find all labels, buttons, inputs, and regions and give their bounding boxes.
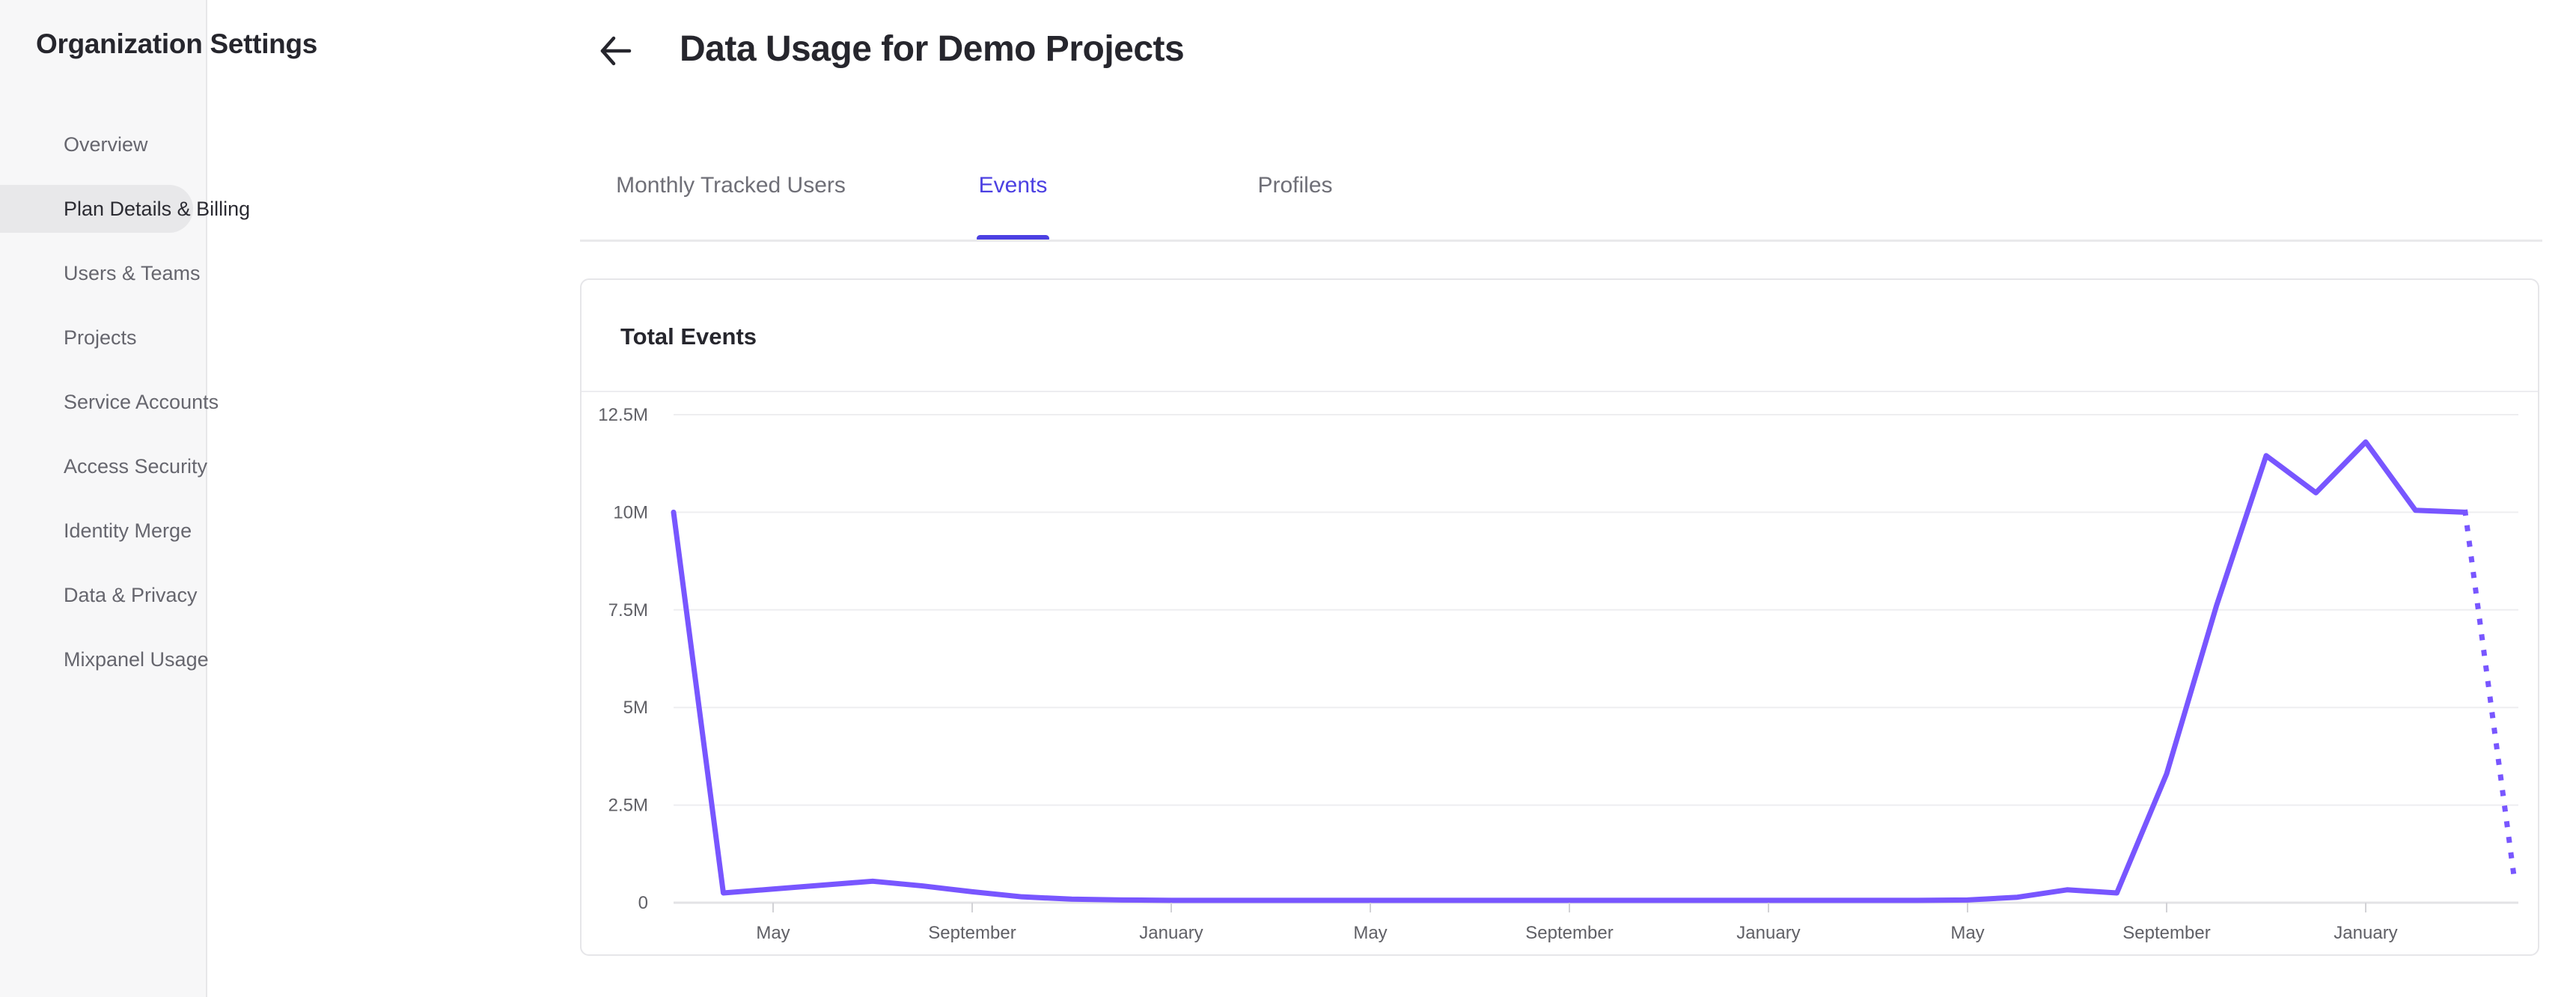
- x-axis-label: January: [2334, 923, 2397, 943]
- y-axis-label: 2.5M: [608, 796, 648, 816]
- total-events-card: Total Events 0 2.5M 5M 7.5M 10M 12.5M May Septe…: [580, 278, 2539, 956]
- sidebar-item-label: Access Security: [64, 454, 208, 478]
- x-axis-label: May: [756, 923, 790, 943]
- sidebar-item-label: Users & Teams: [64, 261, 201, 284]
- arrow-left-icon: [596, 36, 635, 73]
- sidebar-item-plan-details-billing[interactable]: Plan Details & Billing: [0, 185, 250, 233]
- sidebar-title: Organization Settings: [36, 28, 318, 59]
- y-axis-label: 0: [638, 893, 648, 913]
- sidebar-item-identity-merge[interactable]: Identity Merge: [0, 507, 193, 555]
- sidebar-item-label: Identity Merge: [64, 519, 192, 542]
- x-axis-label: September: [928, 923, 1016, 943]
- sidebar-item-service-accounts[interactable]: Service Accounts: [0, 378, 219, 426]
- sidebar-item-projects[interactable]: Projects: [0, 314, 193, 362]
- sidebar-item-data-privacy[interactable]: Data & Privacy: [0, 571, 198, 619]
- sidebar-item-overview[interactable]: Overview: [0, 121, 193, 168]
- tab-profiles[interactable]: Profiles: [1154, 173, 1436, 242]
- sidebar-item-label: Overview: [64, 132, 148, 156]
- y-axis-label: 5M: [623, 698, 648, 718]
- x-axis-label: September: [2122, 923, 2210, 943]
- x-axis-label: January: [1736, 923, 1800, 943]
- page-title: Data Usage for Demo Projects: [680, 29, 1185, 69]
- tab-label: Monthly Tracked Users: [616, 173, 846, 198]
- card-title: Total Events: [620, 323, 757, 350]
- sidebar-item-access-security[interactable]: Access Security: [0, 442, 207, 490]
- x-axis-label: May: [1353, 923, 1387, 943]
- x-axis-label: January: [1139, 923, 1203, 943]
- events-projected-line: [2462, 509, 2518, 887]
- tab-monthly-tracked-users[interactable]: Monthly Tracked Users: [590, 173, 872, 242]
- tabs-divider: [580, 240, 2542, 242]
- sidebar-item-mixpanel-usage[interactable]: Mixpanel Usage: [0, 635, 209, 683]
- sidebar-item-label: Service Accounts: [64, 390, 219, 413]
- y-axis-label: 7.5M: [608, 600, 648, 621]
- sidebar-item-label: Projects: [64, 326, 137, 349]
- chart-area[interactable]: 0 2.5M 5M 7.5M 10M 12.5M May September January Ma…: [582, 394, 2538, 954]
- sidebar-item-label: Data & Privacy: [64, 583, 198, 606]
- x-axis-label: May: [1950, 923, 1984, 943]
- events-line: [671, 439, 2468, 903]
- x-axis-label: September: [1525, 923, 1613, 943]
- sidebar: Organization Settings Overview Plan Detai…: [0, 0, 317, 997]
- y-axis-label: 12.5M: [598, 405, 648, 425]
- total-events-chart[interactable]: 0 2.5M 5M 7.5M 10M 12.5M May September January Ma…: [582, 394, 2538, 954]
- tab-label: Events: [976, 173, 1050, 242]
- tab-label: Profiles: [1257, 173, 1333, 198]
- sidebar-item-label: Plan Details & Billing: [64, 197, 251, 220]
- sidebar-item-users-teams[interactable]: Users & Teams: [0, 249, 201, 297]
- sidebar-item-label: Mixpanel Usage: [64, 647, 209, 671]
- card-header: Total Events: [582, 280, 2538, 392]
- back-button[interactable]: [596, 31, 635, 70]
- tab-events[interactable]: Events: [872, 173, 1154, 242]
- y-axis-label: 10M: [613, 502, 648, 522]
- usage-tabs: Monthly Tracked Users Events Profiles: [590, 173, 1436, 242]
